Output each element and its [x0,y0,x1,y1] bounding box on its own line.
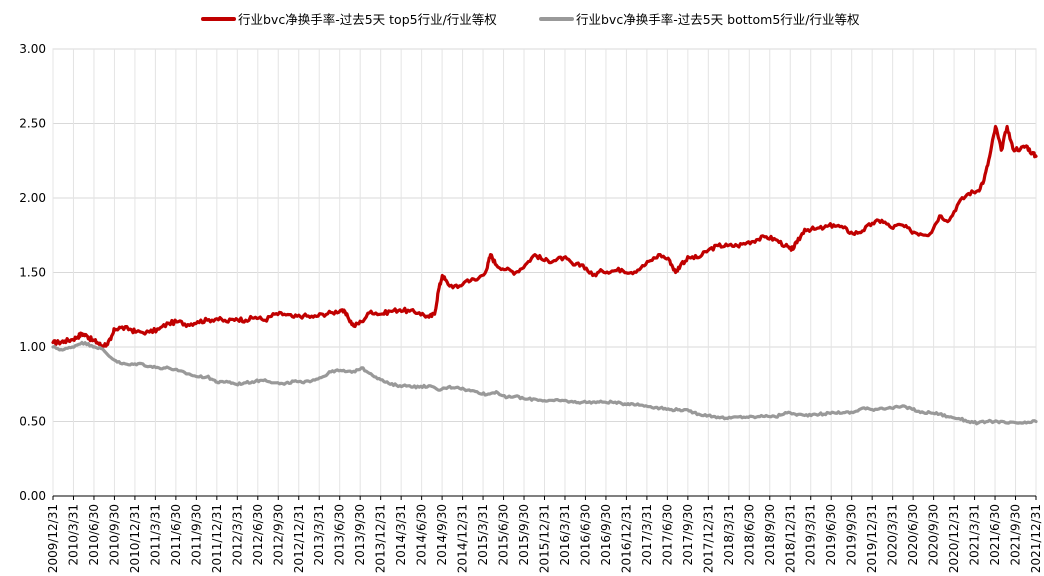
x-tick-label: 2016/12/31 [619,504,633,573]
y-tick-label: 1.50 [19,266,46,280]
x-tick-label: 2019/9/30 [845,504,859,566]
x-tick-label: 2019/12/31 [865,504,879,573]
x-tick-label: 2021/6/30 [988,504,1002,566]
x-tick-label: 2013/9/30 [353,504,367,566]
x-tick-label: 2018/12/31 [783,504,797,573]
y-tick-label: 0.50 [19,415,46,429]
y-tick-label: 2.00 [19,191,46,205]
y-tick-label: 3.00 [19,42,46,56]
x-tick-label: 2018/9/30 [763,504,777,566]
x-tick-label: 2012/12/31 [292,504,306,573]
x-tick-label: 2018/6/30 [742,504,756,566]
x-tick-label: 2013/6/30 [333,504,347,566]
x-tick-label: 2010/12/31 [128,504,142,573]
x-tick-label: 2012/3/31 [230,504,244,566]
x-tick-label: 2015/12/31 [538,504,552,573]
x-tick-label: 2014/12/31 [456,504,470,573]
x-tick-label: 2021/3/31 [968,504,982,566]
x-tick-label: 2021/9/30 [1009,504,1023,566]
x-tick-label: 2016/9/30 [599,504,613,566]
x-tick-label: 2021/12/31 [1029,504,1043,573]
x-tick-label: 2012/9/30 [271,504,285,566]
series-line-bottom5 [51,340,1038,426]
y-tick-label: 1.00 [19,340,46,354]
x-tick-label: 2017/6/30 [660,504,674,566]
x-tick-label: 2014/6/30 [415,504,429,566]
x-tick-label: 2020/3/31 [886,504,900,566]
x-tick-label: 2015/9/30 [517,504,531,566]
x-tick-label: 2009/12/31 [46,504,60,573]
x-tick-label: 2011/6/30 [169,504,183,566]
x-tick-label: 2019/3/31 [804,504,818,566]
x-tick-label: 2014/9/30 [435,504,449,566]
x-tick-label: 2011/3/31 [148,504,162,566]
legend-top5-label: 行业bvc净换手率-过去5天 top5行业/行业等权 [238,12,497,27]
x-tick-label: 2014/3/31 [394,504,408,566]
series-line-top5 [51,124,1038,348]
x-tick-label: 2020/12/31 [947,504,961,573]
x-tick-label: 2015/3/31 [476,504,490,566]
x-tick-label: 2010/9/30 [107,504,121,566]
x-tick-label: 2016/3/31 [558,504,572,566]
x-tick-label: 2013/3/31 [312,504,326,566]
y-tick-label: 2.50 [19,117,46,131]
x-tick-label: 2015/6/30 [497,504,511,566]
x-tick-label: 2016/6/30 [578,504,592,566]
x-tick-label: 2013/12/31 [374,504,388,573]
x-tick-label: 2019/6/30 [824,504,838,566]
x-tick-label: 2017/3/31 [640,504,654,566]
x-tick-label: 2011/9/30 [189,504,203,566]
x-tick-label: 2012/6/30 [251,504,265,566]
x-tick-label: 2010/6/30 [87,504,101,566]
y-tick-label: 0.00 [19,489,46,503]
x-tick-label: 2010/3/31 [66,504,80,566]
x-tick-label: 2017/9/30 [681,504,695,566]
x-tick-label: 2018/3/31 [722,504,736,566]
x-tick-label: 2020/9/30 [927,504,941,566]
x-tick-label: 2011/12/31 [210,504,224,573]
x-tick-label: 2020/6/30 [906,504,920,566]
legend-bottom5-label: 行业bvc净换手率-过去5天 bottom5行业/行业等权 [576,12,860,27]
x-tick-label: 2017/12/31 [701,504,715,573]
